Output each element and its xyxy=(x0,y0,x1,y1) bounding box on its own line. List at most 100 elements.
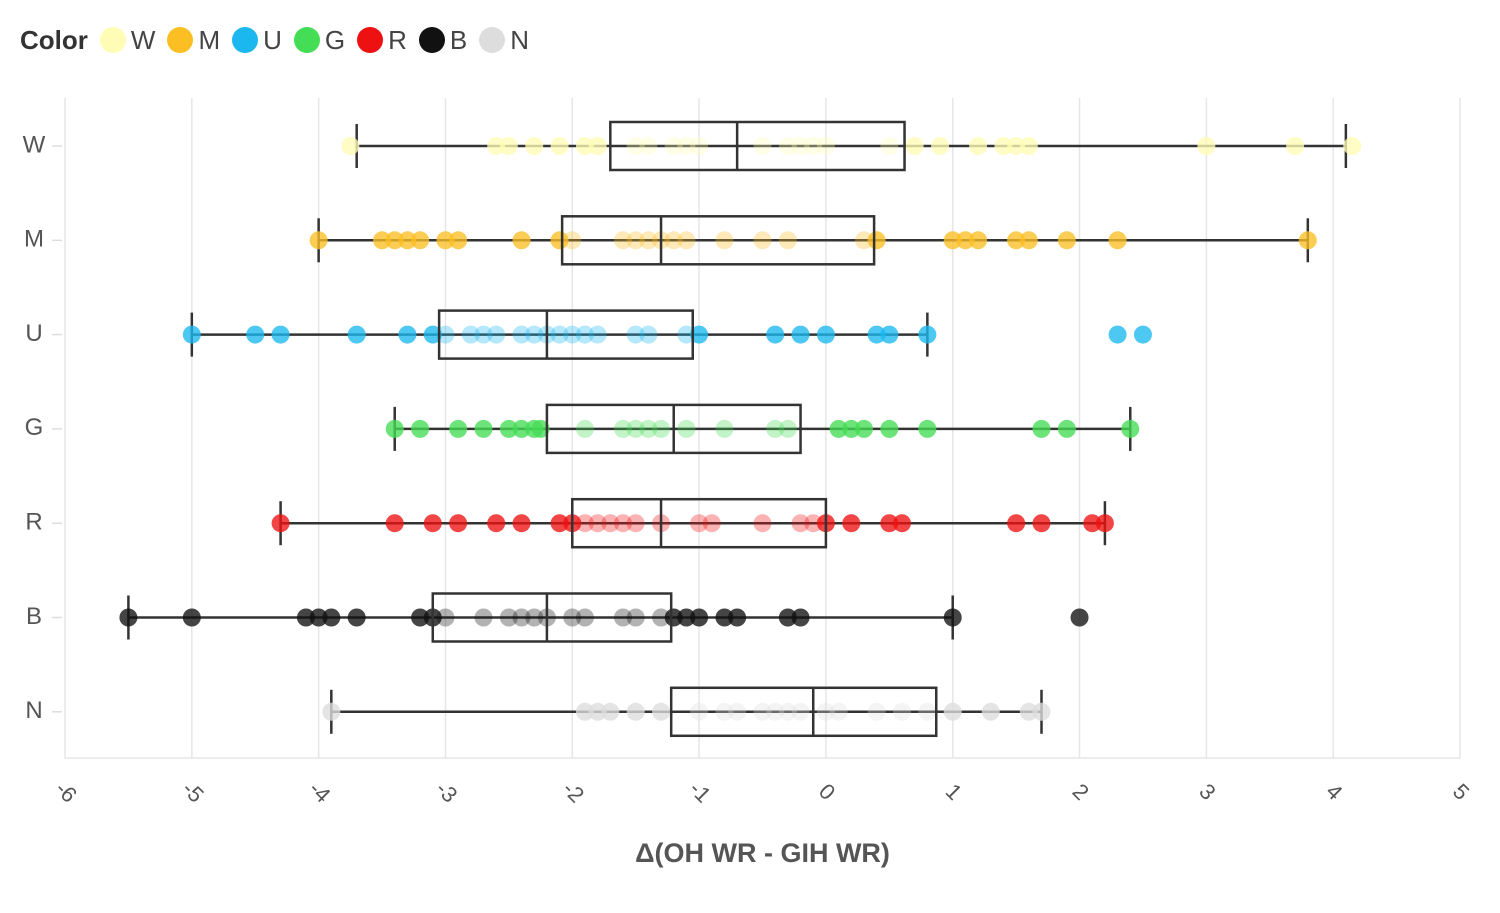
data-point xyxy=(373,231,392,250)
data-point xyxy=(867,325,886,344)
data-point xyxy=(531,419,550,438)
series-u: U xyxy=(25,309,1152,360)
legend-swatch-m xyxy=(167,27,194,53)
data-point xyxy=(575,702,594,721)
data-point xyxy=(677,419,696,438)
x-tick-label: 3 xyxy=(1194,779,1220,805)
data-point xyxy=(461,325,480,344)
legend-item-w[interactable]: W xyxy=(99,25,155,56)
data-point xyxy=(677,137,696,155)
data-point xyxy=(880,514,899,533)
data-point xyxy=(563,231,582,250)
legend-item-b[interactable]: B xyxy=(418,24,468,56)
legend-title: Color xyxy=(20,24,88,55)
data-point xyxy=(614,231,632,250)
data-point xyxy=(563,325,582,344)
iqr-box xyxy=(431,592,673,643)
legend-label-u: U xyxy=(263,24,282,55)
x-tick-label: -2 xyxy=(558,776,590,808)
legend-label-b: B xyxy=(449,24,468,55)
data-point xyxy=(1007,514,1026,533)
data-point xyxy=(728,608,747,627)
iqr-box xyxy=(571,497,828,549)
data-point xyxy=(626,137,645,155)
data-point xyxy=(639,325,658,344)
data-point xyxy=(778,702,797,721)
data-point xyxy=(575,137,594,155)
data-point xyxy=(1298,231,1317,250)
legend-swatch-b xyxy=(418,27,445,53)
data-point xyxy=(652,608,671,627)
data-point xyxy=(753,137,772,155)
data-point xyxy=(1032,702,1051,721)
data-point xyxy=(512,608,531,627)
data-point xyxy=(867,231,886,250)
data-point xyxy=(652,419,671,438)
data-point xyxy=(271,325,290,344)
data-point xyxy=(626,231,645,250)
data-point xyxy=(322,702,341,721)
data-point xyxy=(322,608,341,627)
data-point xyxy=(1197,137,1216,155)
data-point xyxy=(436,325,455,344)
series-w: W xyxy=(23,120,1362,172)
data-point xyxy=(1007,137,1026,155)
legend-item-g[interactable]: G xyxy=(293,25,345,56)
data-point xyxy=(474,325,493,344)
data-point xyxy=(411,231,430,250)
data-point xyxy=(753,702,772,721)
data-point xyxy=(550,514,569,533)
data-point xyxy=(880,137,899,155)
data-point xyxy=(918,419,937,438)
series-r: R xyxy=(25,497,1114,549)
data-point xyxy=(512,514,531,533)
data-point xyxy=(778,608,797,627)
legend-item-m[interactable]: M xyxy=(167,25,220,56)
data-point xyxy=(639,231,658,250)
data-point xyxy=(575,419,594,438)
data-point xyxy=(816,702,835,721)
data-point xyxy=(411,419,430,438)
y-tick-label: G xyxy=(25,414,44,441)
data-point xyxy=(626,325,645,344)
data-point xyxy=(512,231,531,250)
data-point xyxy=(499,419,518,438)
data-point xyxy=(246,325,265,344)
legend-swatch-g xyxy=(293,27,320,53)
data-point xyxy=(398,325,417,344)
data-point xyxy=(778,137,797,155)
data-point xyxy=(753,231,772,250)
legend-label-n: N xyxy=(510,24,530,55)
series-g: G xyxy=(25,403,1140,455)
data-point xyxy=(575,608,594,627)
legend-item-n[interactable]: N xyxy=(479,25,529,56)
data-point xyxy=(575,514,594,533)
series-b: B xyxy=(26,592,1089,643)
data-point xyxy=(690,702,709,721)
data-point xyxy=(575,325,594,344)
data-point xyxy=(766,702,785,721)
data-point xyxy=(588,325,607,344)
data-point xyxy=(956,231,975,250)
data-point xyxy=(804,137,823,155)
data-point xyxy=(525,325,544,344)
data-point xyxy=(626,702,645,721)
data-point xyxy=(347,325,366,344)
data-point xyxy=(550,231,569,250)
data-point xyxy=(842,419,861,438)
data-point xyxy=(385,419,404,438)
data-point xyxy=(1019,231,1038,250)
data-point xyxy=(626,608,645,627)
data-point xyxy=(702,514,721,533)
data-point xyxy=(182,325,201,344)
data-point xyxy=(1095,514,1114,533)
y-tick-label: B xyxy=(26,603,42,630)
legend-item-u[interactable]: U xyxy=(232,25,282,56)
data-point xyxy=(182,608,201,627)
data-point xyxy=(690,325,709,344)
legend-item-r[interactable]: R xyxy=(357,25,407,56)
data-point xyxy=(449,231,468,250)
data-point xyxy=(842,514,861,533)
x-tick-label: 1 xyxy=(941,779,967,805)
data-point xyxy=(804,514,823,533)
